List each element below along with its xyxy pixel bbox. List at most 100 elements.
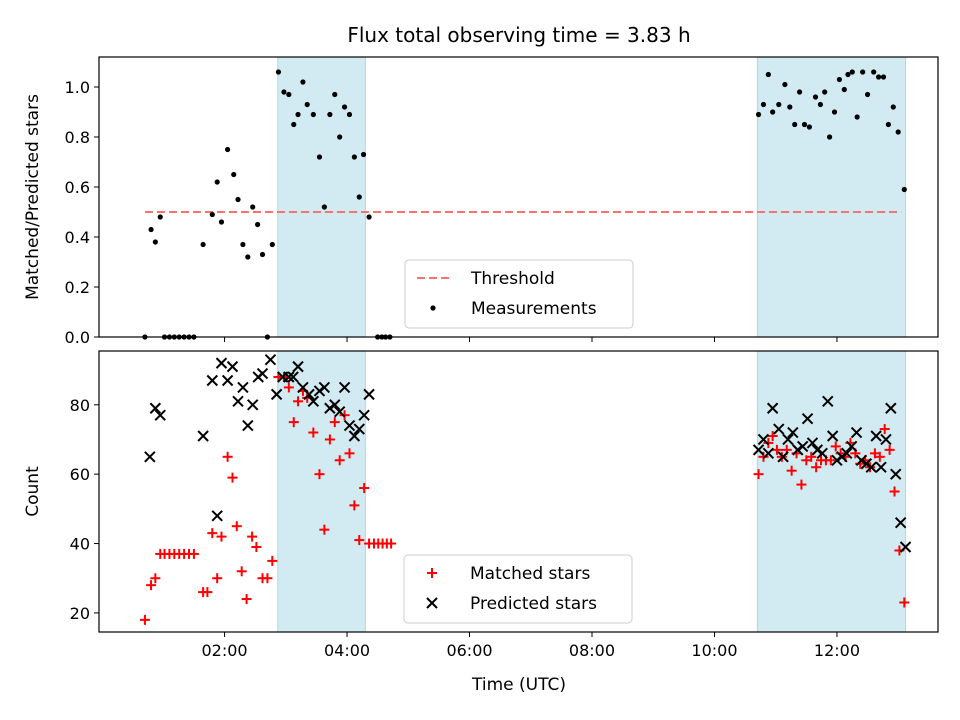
data-point: [430, 305, 436, 311]
marker-stroke: [836, 451, 848, 463]
axes-frame: [98, 350, 939, 633]
data-point: [830, 441, 841, 452]
y-tick-label: 0.8: [65, 128, 90, 147]
data-point: [787, 104, 793, 110]
data-point: [247, 399, 259, 411]
data-point: [324, 402, 336, 414]
marker-stroke: [247, 399, 259, 411]
data-point: [787, 426, 799, 439]
data-point: [295, 111, 301, 118]
data-point: [865, 461, 877, 473]
data-point: [139, 614, 150, 625]
data-point: [363, 388, 375, 401]
data-point: [149, 402, 162, 414]
marker-stroke: [226, 360, 239, 373]
marker-stroke: [270, 388, 283, 401]
data-point: [836, 451, 848, 463]
marker-stroke: [792, 444, 804, 456]
data-point: [300, 79, 306, 85]
data-point: [232, 395, 244, 408]
data-point: [895, 129, 901, 135]
marker-stroke: [149, 402, 162, 414]
data-point: [825, 455, 836, 466]
data-point: [247, 531, 258, 542]
data-point: [293, 396, 304, 407]
data-point: [206, 374, 219, 387]
data-point: [262, 573, 273, 584]
data-point: [771, 444, 782, 455]
y-tick-label: 60: [70, 465, 90, 484]
marker-stroke: [329, 399, 341, 411]
marker-stroke: [264, 353, 277, 366]
marker-stroke: [324, 402, 336, 414]
data-point: [146, 580, 157, 591]
data-point: [773, 423, 785, 435]
data-point: [796, 89, 803, 95]
x-tick-label: 10:00: [691, 641, 737, 660]
chart-title: Flux total observing time = 3.83 h: [347, 23, 690, 47]
data-point: [885, 121, 891, 128]
marker-stroke: [313, 385, 326, 397]
marker-stroke: [292, 360, 304, 373]
marker-stroke: [206, 374, 219, 387]
data-point: [225, 146, 231, 153]
data-point: [901, 186, 907, 193]
data-point: [864, 91, 871, 98]
marker-stroke: [811, 444, 824, 456]
marker-stroke: [297, 381, 309, 394]
data-point: [811, 462, 822, 473]
data-point: [871, 69, 877, 75]
marker-stroke: [831, 454, 843, 466]
marker-stroke: [197, 430, 209, 442]
data-point: [894, 517, 907, 529]
data-point: [812, 94, 819, 100]
data-point: [349, 500, 360, 511]
marker-stroke: [777, 451, 789, 463]
y-axis-label: Count: [23, 466, 43, 517]
marker-stroke: [796, 440, 809, 453]
observing-window-band: [277, 56, 366, 338]
data-point: [786, 465, 797, 476]
data-point: [874, 451, 885, 462]
data-point: [767, 430, 778, 441]
y-tick-label: 0.6: [65, 178, 90, 197]
data-point: [770, 109, 776, 115]
marker-stroke: [303, 388, 315, 401]
legend: Matched stars Predicted stars: [403, 554, 633, 624]
marker-stroke: [806, 437, 819, 449]
data-point: [341, 104, 348, 110]
data-point: [283, 382, 294, 393]
marker-stroke: [307, 395, 320, 408]
marker-stroke: [757, 433, 770, 446]
marker-stroke: [287, 371, 299, 383]
data-point: [321, 204, 327, 210]
data-point: [366, 214, 372, 220]
data-point: [318, 381, 331, 394]
marker-stroke: [338, 381, 351, 394]
data-point: [338, 381, 351, 394]
data-point: [264, 353, 277, 366]
data-point: [346, 111, 353, 118]
data-point: [884, 444, 895, 455]
data-point: [200, 241, 206, 248]
y-tick-label: 0.4: [65, 228, 90, 247]
data-point: [148, 226, 154, 233]
data-point: [269, 241, 275, 248]
data-point: [841, 447, 853, 460]
marker-stroke: [353, 423, 365, 435]
data-point: [144, 451, 156, 463]
data-point: [386, 538, 397, 549]
data-point: [212, 573, 223, 584]
marker-stroke: [826, 430, 839, 442]
data-point: [845, 440, 858, 453]
data-point: [250, 204, 256, 210]
data-point: [806, 451, 817, 462]
marker-stroke: [762, 447, 775, 460]
marker-stroke: [899, 541, 912, 553]
data-point: [782, 433, 794, 446]
marker-stroke: [154, 409, 166, 421]
data-point: [222, 451, 233, 462]
observing-window-band: [756, 350, 907, 633]
marker-stroke: [787, 426, 799, 439]
marker-stroke: [880, 433, 892, 446]
